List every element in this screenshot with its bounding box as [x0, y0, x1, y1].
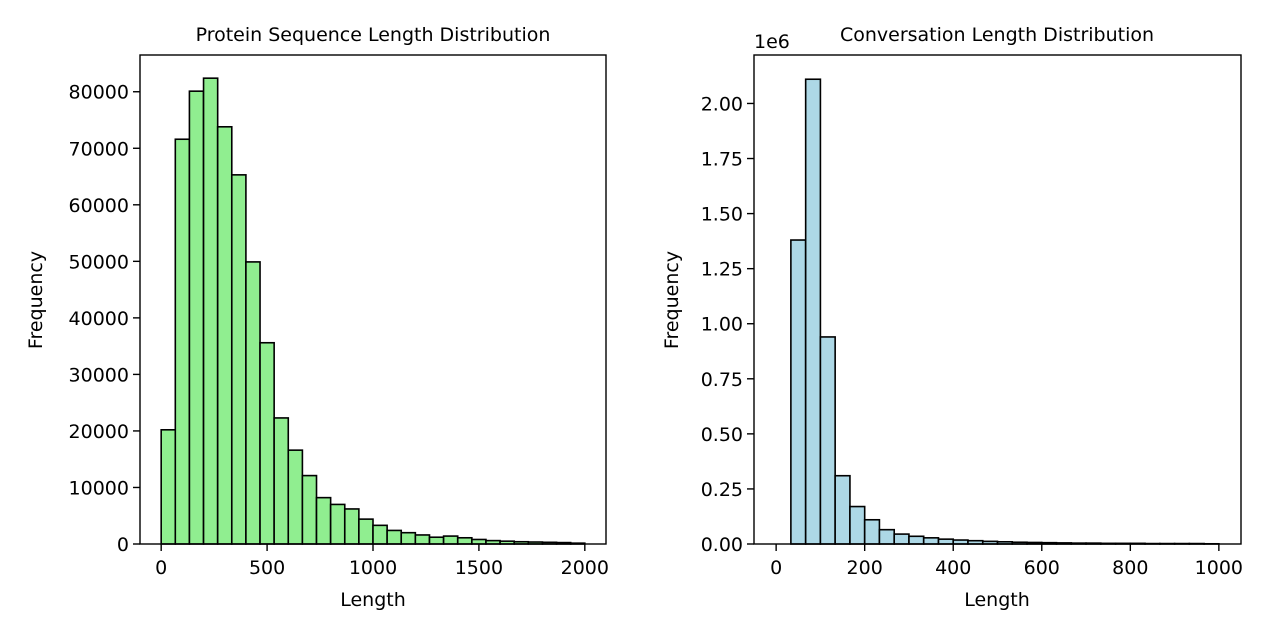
x-tick-label: 1500 — [455, 557, 503, 579]
y-tick-label: 20000 — [69, 421, 129, 443]
histogram-bar — [343, 508, 360, 545]
x-tick-label: 800 — [1112, 557, 1148, 579]
histogram-bar — [358, 518, 374, 545]
histogram-bar — [259, 341, 275, 545]
protein-length-chart: Protein Sequence Length Distribution 0 50… — [25, 24, 609, 611]
y-tick-label: 2.00 — [701, 93, 743, 115]
y-tick-label: 50000 — [69, 251, 129, 273]
y-tick-label: 0.00 — [701, 534, 743, 556]
x-tick-label: 1000 — [349, 557, 397, 579]
conversation-length-chart: Conversation Length Distribution 0 200 400… — [661, 24, 1243, 611]
histogram-bar — [922, 537, 940, 545]
x-axis-label: Length — [964, 589, 1030, 611]
y-tick-label: 60000 — [69, 195, 129, 217]
histogram-bar — [456, 536, 473, 545]
histogram-bar — [315, 496, 332, 545]
histogram-bar — [216, 125, 233, 545]
histogram-bar — [414, 534, 431, 545]
histogram-bar — [442, 535, 459, 545]
histogram-bar — [273, 417, 290, 545]
y-tick-label: 1.50 — [701, 204, 743, 226]
x-tick-label: 200 — [847, 557, 883, 579]
histogram-bar — [245, 261, 261, 545]
y-ticks: 0.00 0.25 0.50 0.75 1.00 1.25 1.50 1.75 2.00 — [701, 93, 754, 556]
histogram-bar — [863, 518, 881, 545]
histogram-bar — [849, 505, 866, 545]
histogram-bar — [428, 536, 445, 545]
x-ticks: 0 500 1000 1500 2000 — [155, 544, 609, 579]
y-tick-label: 0 — [117, 534, 129, 556]
histogram-bar — [287, 449, 304, 545]
y-tick-label: 40000 — [69, 308, 129, 330]
plot-frame — [753, 54, 1242, 545]
histogram-bar — [819, 336, 836, 545]
histogram-bar — [908, 535, 925, 545]
histogram-bar — [188, 90, 205, 545]
histogram-bar — [160, 429, 177, 545]
chart-title: Protein Sequence Length Distribution — [196, 24, 551, 46]
y-tick-label: 80000 — [69, 82, 129, 104]
x-ticks: 0 200 400 600 800 1000 — [770, 544, 1243, 579]
y-tick-label: 0.50 — [701, 424, 743, 446]
histogram-bar — [329, 503, 346, 545]
chart-title: Conversation Length Distribution — [840, 24, 1154, 46]
histogram-bar — [301, 474, 318, 545]
bars-group — [160, 77, 586, 545]
x-tick-label: 600 — [1024, 557, 1060, 579]
y-ticks: 0 10000 20000 30000 40000 50000 60000 70000 8000… — [69, 82, 140, 556]
histogram-bar — [230, 174, 247, 545]
histogram-bar — [804, 78, 822, 545]
x-tick-label: 0 — [155, 557, 167, 579]
x-tick-label: 1000 — [1195, 557, 1243, 579]
y-tick-label: 1.75 — [701, 149, 743, 171]
y-tick-label: 0.75 — [701, 369, 743, 391]
bars-group — [790, 78, 1220, 545]
histogram-bar — [878, 528, 896, 545]
y-tick-label: 10000 — [69, 477, 129, 499]
histogram-bar — [937, 538, 955, 545]
x-axis-label: Length — [340, 589, 406, 611]
histogram-bar — [372, 524, 388, 545]
x-tick-label: 400 — [935, 557, 971, 579]
x-tick-label: 0 — [770, 557, 782, 579]
y-tick-label: 70000 — [69, 138, 129, 160]
histogram-bar — [834, 474, 851, 545]
histogram-bar — [790, 239, 807, 545]
y-axis-label: Frequency — [25, 251, 47, 349]
x-tick-label: 2000 — [561, 557, 609, 579]
histogram-bar — [893, 533, 910, 545]
y-tick-label: 1.25 — [701, 259, 743, 281]
histogram-bar — [174, 138, 191, 545]
histogram-bar — [386, 529, 403, 545]
histogram-bar — [400, 531, 417, 545]
histogram-bar — [202, 77, 219, 545]
y-tick-label: 0.25 — [701, 479, 743, 501]
y-axis-label: Frequency — [661, 251, 683, 349]
y-tick-label: 30000 — [69, 364, 129, 386]
y-tick-label: 1.00 — [701, 314, 743, 336]
x-tick-label: 500 — [249, 557, 285, 579]
y-offset-label: 1e6 — [754, 31, 790, 53]
